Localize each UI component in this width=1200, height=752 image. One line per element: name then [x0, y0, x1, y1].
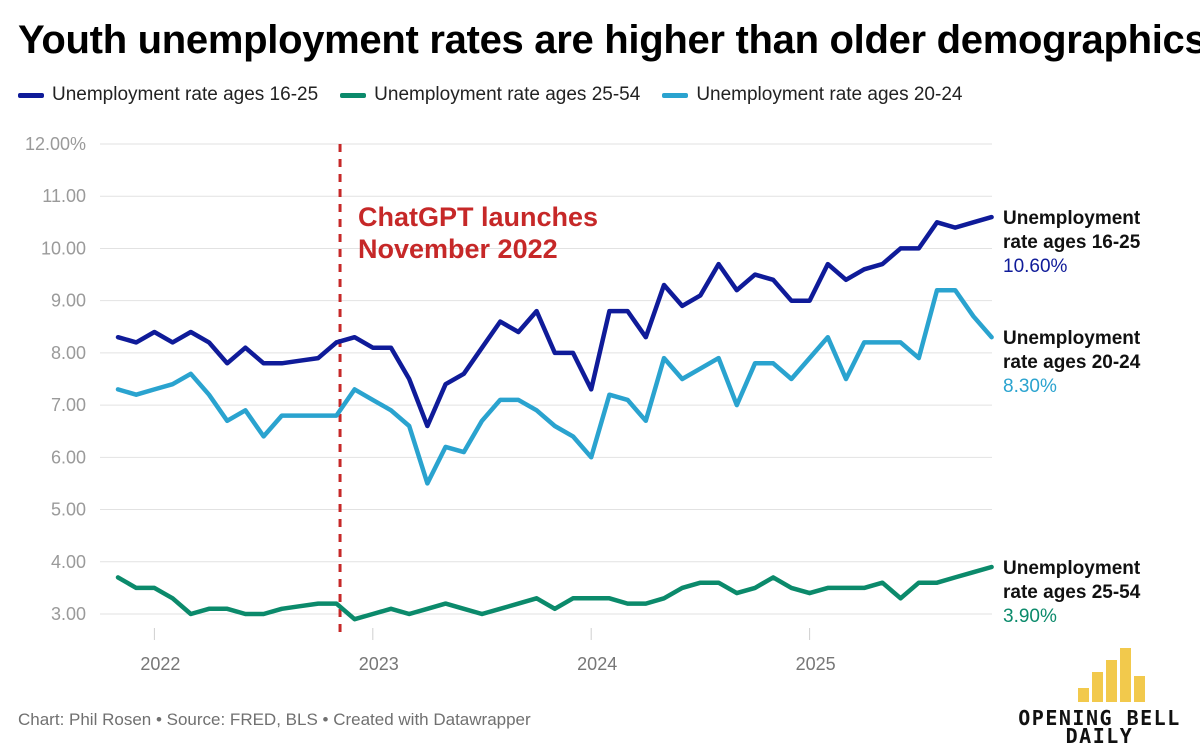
x-tick-label: 2024 — [577, 654, 617, 674]
annotation-text: November 2022 — [358, 234, 558, 264]
y-tick-label: 6.00 — [51, 447, 86, 467]
x-tick-label: 2023 — [359, 654, 399, 674]
legend-label-16-25: Unemployment rate ages 16-25 — [52, 84, 319, 105]
logo-bars-icon — [1078, 648, 1148, 702]
legend-swatch-25-54 — [340, 92, 367, 98]
y-tick-label: 11.00 — [42, 186, 86, 206]
end-label: Unemployment — [1003, 328, 1141, 349]
legend-label-20-24: Unemployment rate ages 20-24 — [696, 84, 963, 105]
series-lines — [115, 214, 994, 622]
end-labels: Unemployment rate ages 16-25 10.60% Unemplo… — [1003, 208, 1141, 627]
end-value: 3.90% — [1003, 606, 1057, 627]
x-tick-label: 2025 — [796, 654, 836, 674]
legend-item-20-24: Unemployment rate ages 20-24 — [662, 84, 962, 106]
y-tick-label: 8.00 — [51, 343, 86, 363]
end-label: rate ages 20-24 — [1003, 352, 1141, 373]
annotation-text: ChatGPT launches — [358, 202, 598, 232]
series-line-1 — [115, 287, 994, 486]
y-tick-label: 9.00 — [51, 291, 86, 311]
legend-label-25-54: Unemployment rate ages 25-54 — [374, 84, 641, 105]
legend-swatch-20-24 — [662, 92, 689, 98]
end-label: rate ages 25-54 — [1003, 582, 1141, 603]
legend-swatch-16-25 — [18, 92, 44, 98]
end-value: 10.60% — [1003, 256, 1068, 277]
end-label: Unemployment — [1003, 558, 1141, 579]
logo-text-line2: DAILY — [1065, 724, 1134, 748]
legend-item-25-54: Unemployment rate ages 25-54 — [340, 84, 640, 106]
gridlines — [100, 143, 992, 615]
end-label: Unemployment — [1003, 208, 1141, 229]
end-label: rate ages 16-25 — [1003, 232, 1141, 253]
chart-title: Youth unemployment rates are higher than… — [18, 18, 1200, 62]
y-tick-label: 7.00 — [51, 395, 86, 415]
x-axis-ticks: 2022 2023 2024 2025 — [140, 628, 836, 674]
chart-footer: Chart: Phil Rosen • Source: FRED, BLS • … — [18, 710, 531, 729]
end-value: 8.30% — [1003, 376, 1057, 397]
logo-text-line1: OPENING BELL — [1018, 706, 1181, 730]
legend: Unemployment rate ages 16-25 Unemploymen… — [18, 84, 962, 106]
x-tick-label: 2022 — [140, 654, 180, 674]
y-tick-label: 5.00 — [51, 500, 86, 520]
y-tick-label: 10.00 — [41, 238, 86, 258]
series-line-2 — [115, 564, 994, 622]
y-tick-label: 3.00 — [51, 604, 86, 624]
legend-item-16-25: Unemployment rate ages 16-25 — [18, 84, 318, 106]
y-tick-label: 12.00% — [25, 134, 86, 154]
series-line-0 — [115, 214, 994, 429]
y-axis-ticks: 3.00 4.00 5.00 6.00 7.00 8.00 9.00 10.00 11.00 12… — [25, 134, 86, 624]
y-tick-label: 4.00 — [51, 552, 86, 572]
opening-bell-daily-logo: OPENING BELL DAILY — [1012, 648, 1187, 748]
